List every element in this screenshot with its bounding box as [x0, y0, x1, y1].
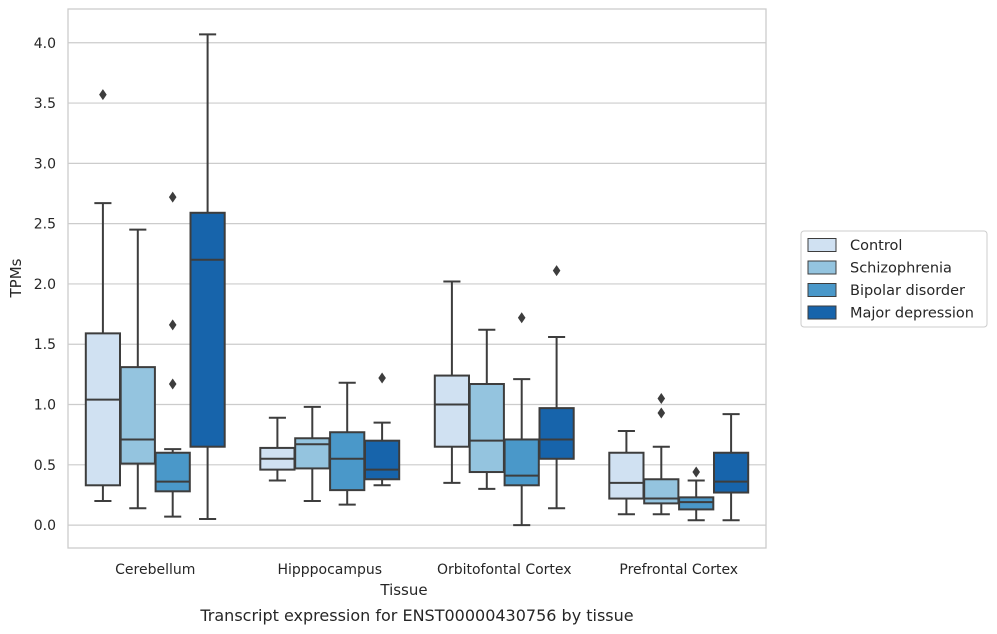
- y-tick-label: 0.0: [34, 518, 56, 534]
- box-group: [84, 89, 122, 502]
- x-tick-label: Orbitofontal Cortex: [437, 562, 572, 578]
- outlier-marker: [168, 191, 177, 203]
- box: [433, 374, 471, 448]
- box: [608, 451, 645, 500]
- legend-label: Major depression: [850, 306, 974, 322]
- box: [538, 407, 575, 460]
- legend-swatch: [807, 238, 837, 252]
- box-group: [363, 372, 401, 487]
- box: [643, 478, 680, 505]
- y-tick-label: 3.0: [34, 156, 56, 172]
- y-tick-label: 2.5: [34, 217, 56, 233]
- legend-swatch: [807, 260, 837, 275]
- box: [712, 451, 750, 494]
- outlier-marker: [168, 319, 177, 331]
- y-axis-title: TPMs: [7, 258, 25, 298]
- box: [503, 438, 540, 487]
- x-axis-title: Tissue: [379, 581, 427, 599]
- y-tick-label: 3.5: [34, 96, 56, 112]
- box: [189, 211, 226, 448]
- legend-label: Control: [850, 238, 902, 254]
- box-group: [608, 430, 645, 516]
- legend: Control Schizophrenia Bipolar disorder Majo…: [800, 230, 988, 328]
- y-tick-label: 1.5: [34, 337, 56, 353]
- outlier-marker: [99, 89, 107, 101]
- outlier-marker: [692, 466, 700, 478]
- y-tick-label: 0.5: [34, 458, 56, 474]
- x-tick-label: Prefrontal Cortex: [619, 562, 738, 578]
- legend-label: Schizophrenia: [850, 261, 952, 277]
- box-group: [538, 265, 575, 510]
- y-tick-label: 4.0: [34, 36, 56, 52]
- box-group: [154, 191, 191, 518]
- outlier-marker: [657, 407, 666, 419]
- grid-lines: [68, 42, 766, 526]
- box-group: [503, 312, 540, 527]
- box-group: [712, 413, 750, 522]
- legend-label: Bipolar disorder: [850, 283, 965, 299]
- box-group: [294, 405, 331, 502]
- box: [329, 431, 366, 492]
- box-group: [119, 228, 156, 510]
- outlier-marker: [378, 372, 386, 384]
- box-group: [189, 33, 226, 521]
- box-group: [678, 466, 715, 522]
- box: [119, 366, 156, 465]
- outlier-marker: [657, 392, 666, 404]
- box-group: [468, 328, 505, 490]
- box: [294, 437, 331, 470]
- chart-caption: Transcript expression for ENST0000043075…: [199, 606, 633, 625]
- plot-area-frame: [67, 8, 767, 549]
- y-tick-label: 2.0: [34, 277, 56, 293]
- box: [678, 496, 715, 511]
- x-tick-label: Hipppocampus: [277, 562, 382, 578]
- legend-swatch: [807, 283, 837, 297]
- box: [84, 332, 122, 487]
- x-tick-label: Cerebellum: [115, 562, 195, 578]
- outlier-marker: [168, 378, 177, 390]
- y-tick-labels: 0.0 0.5 1.0 1.5 2.0 2.5 3.0 3.5 4.0: [34, 36, 56, 534]
- outlier-marker: [552, 265, 561, 277]
- y-tick-label: 1.0: [34, 398, 56, 414]
- legend-frame: [800, 230, 988, 328]
- box-group: [433, 280, 471, 484]
- box: [154, 451, 191, 493]
- box: [363, 439, 401, 481]
- box-group: [643, 392, 680, 516]
- box: [468, 383, 505, 474]
- legend-swatch: [807, 305, 837, 320]
- x-tick-labels: Cerebellum Hipppocampus Orbitofontal Corte…: [115, 562, 738, 578]
- box-series: [84, 33, 750, 527]
- outlier-marker: [517, 312, 526, 324]
